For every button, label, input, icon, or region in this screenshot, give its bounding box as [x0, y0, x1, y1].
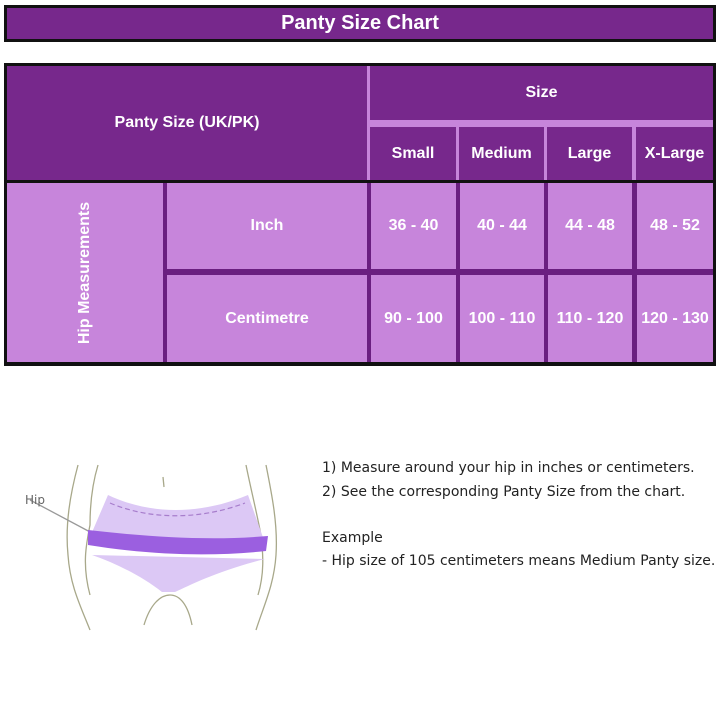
divider [367, 66, 370, 180]
example-heading: Example [322, 530, 383, 546]
size-header-xlarge: X-Large [636, 127, 713, 180]
unit-centimetre: Centimetre [167, 275, 367, 362]
instruction-step-1: 1) Measure around your hip in inches or … [322, 460, 695, 476]
table-cell: 44 - 48 [548, 183, 632, 269]
size-header-large: Large [547, 127, 632, 180]
unit-inch: Inch [167, 183, 367, 269]
row-group-label: Hip Measurements [75, 201, 93, 344]
table-cell: 90 - 100 [371, 275, 456, 362]
corner-header: Panty Size (UK/PK) [7, 66, 367, 180]
instruction-step-2: 2) See the corresponding Panty Size from… [322, 484, 686, 500]
example-text: - Hip size of 105 centimeters means Medi… [322, 553, 716, 569]
hip-measurement-illustration: Hip [25, 464, 278, 631]
size-header-medium: Medium [459, 127, 544, 180]
page-title: Panty Size Chart [4, 5, 716, 42]
table-cell: 120 - 130 [637, 275, 713, 362]
divider [370, 120, 713, 127]
table-cell: 100 - 110 [460, 275, 544, 362]
size-group-header: Size [370, 66, 713, 120]
table-cell: 110 - 120 [548, 275, 632, 362]
size-header-small: Small [370, 127, 456, 180]
hip-label: Hip [25, 493, 45, 507]
table-cell: 36 - 40 [371, 183, 456, 269]
row-group-header: Hip Measurements [7, 183, 163, 362]
table-cell: 40 - 44 [460, 183, 544, 269]
table-cell: 48 - 52 [637, 183, 713, 269]
